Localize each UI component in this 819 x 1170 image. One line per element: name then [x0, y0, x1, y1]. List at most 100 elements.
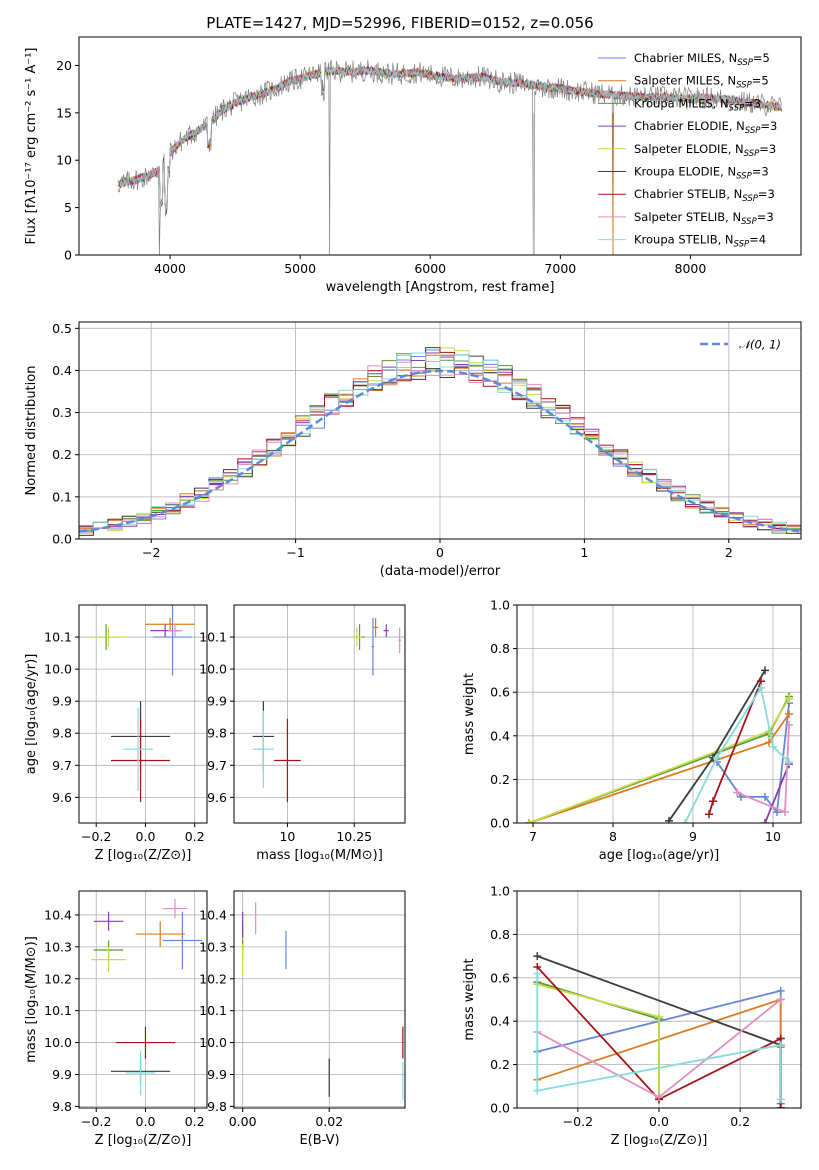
y-tick-label: 20: [56, 58, 72, 73]
weight-marker: [781, 808, 789, 817]
axes-frame: [78, 890, 208, 1109]
histogram-step-5: [79, 347, 801, 535]
x-axis-label: wavelength [Angstrom, rest frame]: [326, 280, 555, 295]
legend-entry: Kroupa ELODIE, NSSP=3: [634, 165, 769, 182]
y-tick-label: 9.9: [207, 694, 227, 709]
chart-mass_vs_Z: −0.2 0.0 0.2 9.8 9.9 10.0 10.1 10.2 10.3 10.4 Z [l…: [24, 890, 208, 1148]
legend-entry: 𝒩(0, 1): [739, 338, 781, 352]
y-tick-label: 9.6: [207, 790, 227, 805]
x-tick-label: 8000: [675, 261, 707, 276]
plot-area: [533, 952, 785, 1108]
y-tick-label: 0.4: [490, 728, 510, 743]
x-tick-label: 0.0: [649, 1114, 669, 1129]
weight-marker: [785, 720, 793, 729]
x-tick-label: 2: [725, 545, 733, 560]
x-tick-label: −0.2: [81, 829, 111, 844]
plot-area: [88, 605, 195, 803]
y-tick-label: 0.0: [490, 1101, 510, 1116]
x-axis-label: mass [log₁₀(M/M⊙)]: [256, 848, 383, 863]
errorbar-point-5: [91, 946, 126, 973]
x-tick-label: 10.25: [336, 829, 372, 844]
x-axis-label: E(B-V): [299, 1133, 339, 1148]
x-tick-label: 0.0: [136, 829, 156, 844]
y-tick-label: 0.2: [490, 772, 510, 787]
weight-marker: [776, 1041, 785, 1050]
weight-marker: [776, 995, 785, 1004]
weight-marker: [705, 810, 713, 819]
errorbar-point-7: [115, 1026, 175, 1059]
weight-marker: [681, 819, 689, 823]
plot-area: [525, 666, 793, 823]
histogram-step-7: [79, 347, 801, 529]
errorbar-point-8: [167, 624, 183, 638]
y-tick-label: 10.2: [199, 971, 227, 986]
x-axis-label: Z [log₁₀(Z/Z⊙)]: [611, 1133, 708, 1148]
weight-marker: [709, 797, 717, 806]
weight-marker: [769, 742, 777, 751]
y-tick-label: 0.6: [490, 970, 510, 985]
weight-marker: [785, 694, 793, 703]
weight-series-line-5: [528, 698, 790, 823]
histogram-step-6: [79, 354, 801, 536]
y-tick-label: 9.7: [52, 758, 72, 773]
weight-marker: [757, 683, 765, 692]
y-tick-label: 0.2: [490, 1057, 510, 1072]
x-tick-label: 0.02: [315, 1114, 343, 1129]
x-tick-label: −0.2: [81, 1114, 111, 1129]
legend-entry: Chabrier MILES, NSSP=5: [634, 51, 770, 68]
x-tick-label: 0.2: [730, 1114, 750, 1129]
chart-residuals: −2 −1 0 1 2 0.0 0.1 0.2 0.3 0.4 0.5 (data-model)/er…: [24, 321, 802, 579]
weight-series-line-1: [716, 703, 790, 815]
weight-marker: [733, 788, 741, 797]
x-tick-label: −2: [142, 545, 160, 560]
axes-frame: [516, 604, 802, 824]
errorbar-point-8: [162, 898, 188, 919]
y-tick-label: 10.1: [199, 630, 227, 645]
x-tick-label: 0: [436, 545, 444, 560]
y-tick-label: 9.8: [52, 726, 72, 741]
weight-marker: [761, 666, 769, 675]
plot-area: [117, 59, 782, 255]
x-tick-label: 0.0: [136, 1114, 156, 1129]
x-axis-label: Z [log₁₀(Z/Z⊙)]: [95, 848, 192, 863]
x-tick-label: 9: [689, 829, 697, 844]
y-tick-label: 9.7: [207, 758, 227, 773]
y-tick-label: 0.0: [490, 816, 510, 831]
y-tick-label: 10.1: [44, 630, 72, 645]
weight-marker: [533, 969, 542, 978]
x-tick-label: 0.2: [185, 829, 205, 844]
errorbar-point-5: [351, 627, 363, 647]
weight-marker: [776, 1104, 785, 1108]
legend-entry: Kroupa STELIB, NSSP=4: [634, 233, 766, 250]
y-tick-label: 10.0: [199, 1035, 227, 1050]
weight-marker: [655, 1012, 663, 1021]
errorbar-point-9: [252, 710, 275, 788]
errorbar-point-8: [398, 627, 401, 654]
weight-series-line-4: [764, 763, 790, 823]
y-tick-label: 10.0: [44, 662, 72, 677]
errorbar-point-7: [111, 718, 171, 803]
x-tick-label: 10: [765, 829, 781, 844]
weight-series-line-3: [528, 696, 790, 823]
errorbar-point-2: [372, 617, 379, 638]
weight-marker: [776, 1095, 785, 1104]
y-tick-label: 9.8: [52, 1099, 72, 1114]
y-tick-label: 0.6: [490, 685, 510, 700]
x-tick-label: 0.00: [229, 1114, 257, 1129]
y-tick-label: 10: [56, 153, 72, 168]
plot-area: [252, 617, 401, 803]
y-tick-label: 10.1: [199, 1003, 227, 1018]
chart-spectrum: 4000 5000 6000 7000 8000 0 5 10 15 20 wavelength […: [24, 14, 802, 295]
plot-area: [91, 898, 203, 1096]
histogram-step-9: [79, 352, 801, 532]
x-axis-label: Z [log₁₀(Z/Z⊙)]: [95, 1133, 192, 1148]
plot-area: [79, 347, 801, 536]
y-tick-label: 0.4: [52, 363, 72, 378]
y-tick-label: 9.6: [52, 790, 72, 805]
errorbar-point-7: [274, 718, 301, 803]
y-tick-label: 1.0: [490, 598, 510, 613]
weight-marker: [533, 1086, 542, 1095]
plot-area: [242, 902, 404, 1101]
y-tick-label: 10.0: [199, 662, 227, 677]
